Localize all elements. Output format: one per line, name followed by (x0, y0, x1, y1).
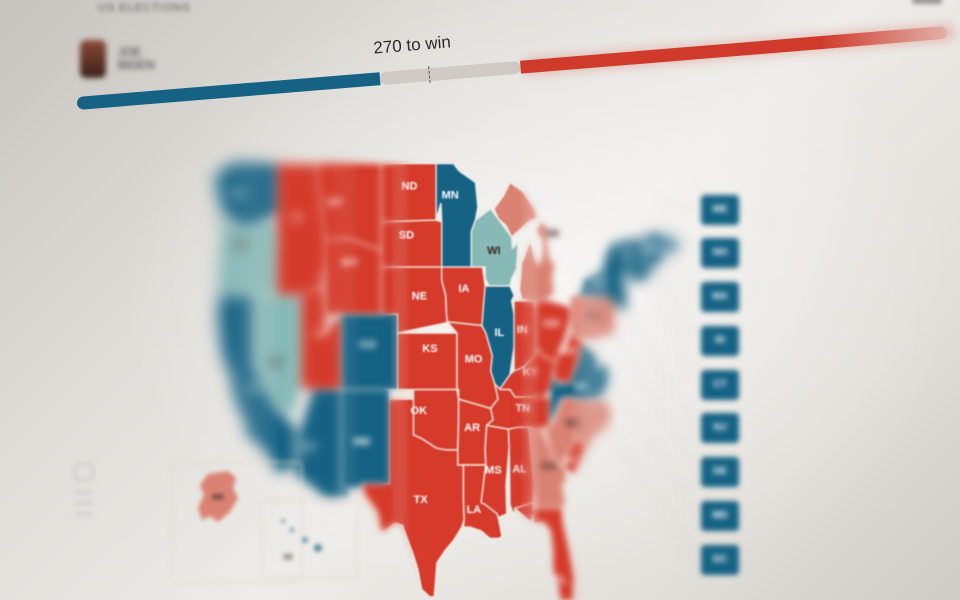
svg-text:HI: HI (284, 552, 293, 562)
svg-text:AK: AK (212, 492, 225, 502)
